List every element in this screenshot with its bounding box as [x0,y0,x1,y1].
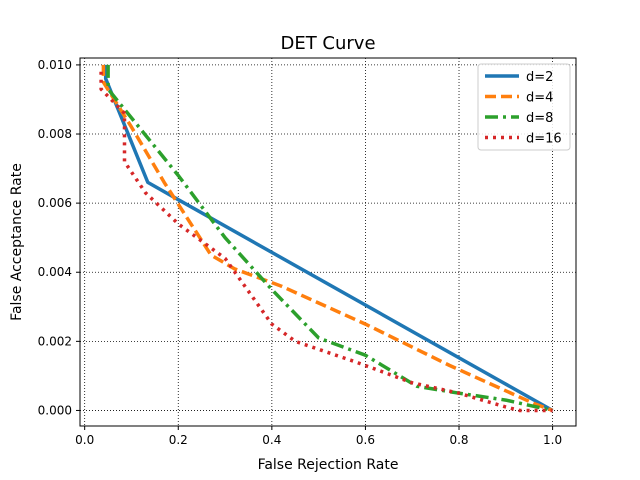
legend-label: d=2 [526,70,553,85]
y-tick-label: 0.004 [38,265,72,279]
legend-box [477,63,571,151]
legend: d=2 d=4 d=8 d=16 [477,63,571,151]
x-tick-label: 0.4 [262,433,281,447]
legend-label: d=16 [526,132,562,147]
y-tick-label: 0.008 [38,127,72,141]
y-tick-label: 0.006 [38,196,72,210]
x-tick-label: 0.6 [356,433,375,447]
series-line-0 [103,64,554,413]
x-tick-label: 0.8 [449,433,468,447]
x-axis: 0.0 0.2 0.4 0.6 0.8 1.0 [75,426,562,447]
y-tick-label: 0.010 [38,58,72,72]
y-axis: 0.000 0.002 0.004 0.006 0.008 0.010 [38,58,80,417]
series-line-3 [99,71,553,413]
y-axis-label: False Acceptance Rate [9,163,25,321]
x-tick-label: 1.0 [543,433,562,447]
x-tick-label: 0.2 [169,433,188,447]
plot-frame [79,57,577,427]
legend-label: d=4 [526,91,553,106]
y-tick-label: 0.000 [38,403,72,417]
y-tick-label: 0.002 [38,334,72,348]
series-layer [99,64,554,413]
x-axis-label: False Rejection Rate [258,457,399,473]
x-tick-label: 0.0 [75,433,94,447]
chart-title: DET Curve [280,33,375,54]
grid [80,58,576,426]
legend-label: d=8 [526,111,553,126]
